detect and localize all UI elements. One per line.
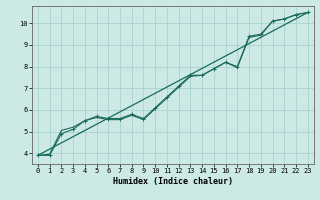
X-axis label: Humidex (Indice chaleur): Humidex (Indice chaleur) — [113, 177, 233, 186]
